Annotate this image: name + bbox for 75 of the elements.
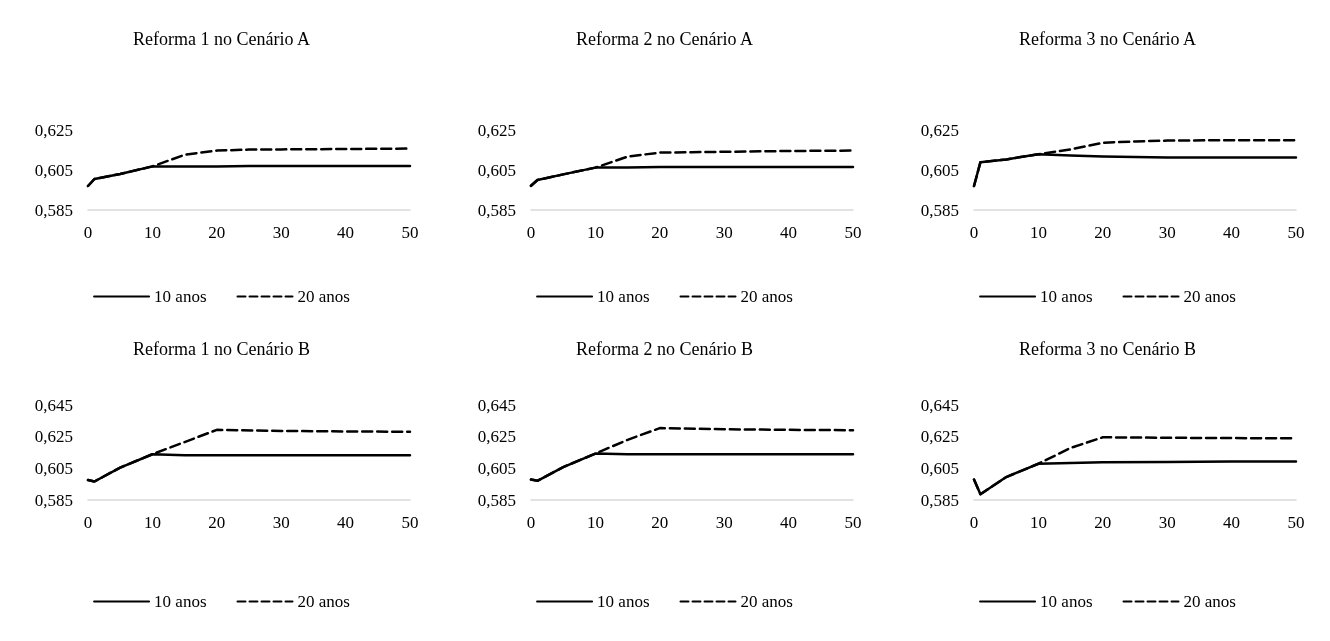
x-tick-label: 50 — [1287, 223, 1305, 242]
legend-label: 20 anos — [740, 592, 793, 611]
x-tick-label: 40 — [780, 513, 798, 532]
y-tick-label: 0,605 — [34, 160, 73, 180]
y-tick-label: 0,585 — [920, 200, 959, 220]
x-tick-label: 20 — [208, 223, 226, 242]
y-tick-label: 0,585 — [477, 200, 516, 220]
x-tick-label: 10 — [1029, 223, 1047, 242]
x-tick-label: 10 — [143, 513, 161, 532]
x-tick-label: 10 — [1029, 513, 1047, 532]
x-tick-label: 30 — [1158, 223, 1176, 242]
x-tick-label: 0 — [83, 223, 93, 242]
x-tick-label: 40 — [780, 223, 798, 242]
y-tick-label: 0,585 — [920, 490, 959, 510]
chart-title: Reforma 1 no Cenário B — [133, 339, 310, 359]
x-tick-label: 20 — [651, 513, 669, 532]
x-tick-label: 50 — [844, 223, 862, 242]
legend-label: 10 anos — [597, 287, 650, 306]
x-tick-label: 40 — [337, 513, 355, 532]
x-tick-label: 40 — [1223, 513, 1241, 532]
chart-title: Reforma 1 no Cenário A — [133, 29, 310, 49]
y-tick-label: 0,585 — [34, 200, 73, 220]
y-tick-label: 0,625 — [477, 427, 516, 447]
x-tick-label: 0 — [526, 513, 536, 532]
legend-label: 10 anos — [1040, 592, 1093, 611]
y-tick-label: 0,645 — [920, 395, 959, 415]
y-tick-label: 0,645 — [477, 395, 516, 415]
x-tick-label: 20 — [1094, 513, 1112, 532]
chart-title: Reforma 3 no Cenário B — [1019, 339, 1196, 359]
y-tick-label: 0,645 — [34, 395, 73, 415]
x-tick-label: 50 — [1287, 513, 1305, 532]
x-tick-label: 0 — [969, 513, 979, 532]
x-tick-label: 10 — [586, 223, 604, 242]
x-tick-label: 50 — [844, 513, 862, 532]
chart-title: Reforma 2 no Cenário B — [576, 339, 753, 359]
legend-label: 20 anos — [1183, 592, 1236, 611]
chart-title: Reforma 3 no Cenário A — [1019, 29, 1196, 49]
y-tick-label: 0,625 — [34, 427, 73, 447]
x-tick-label: 50 — [401, 513, 419, 532]
legend-label: 20 anos — [740, 287, 793, 306]
x-tick-label: 30 — [1158, 513, 1176, 532]
y-tick-label: 0,585 — [34, 490, 73, 510]
x-tick-label: 0 — [526, 223, 536, 242]
chart-title: Reforma 2 no Cenário A — [576, 29, 753, 49]
y-tick-label: 0,605 — [920, 458, 959, 478]
x-tick-label: 30 — [272, 223, 290, 242]
x-tick-label: 30 — [715, 513, 733, 532]
x-tick-label: 0 — [83, 513, 93, 532]
legend-label: 20 anos — [297, 592, 350, 611]
x-tick-label: 20 — [208, 513, 226, 532]
y-tick-label: 0,625 — [477, 120, 516, 140]
legend-label: 10 anos — [597, 592, 650, 611]
x-tick-label: 50 — [401, 223, 419, 242]
y-tick-label: 0,605 — [477, 458, 516, 478]
y-tick-label: 0,585 — [477, 490, 516, 510]
x-tick-label: 0 — [969, 223, 979, 242]
x-tick-label: 30 — [272, 513, 290, 532]
y-tick-label: 0,625 — [34, 120, 73, 140]
x-tick-label: 20 — [651, 223, 669, 242]
x-tick-label: 10 — [586, 513, 604, 532]
legend-label: 20 anos — [297, 287, 350, 306]
x-tick-label: 20 — [1094, 223, 1112, 242]
legend-label: 10 anos — [154, 287, 207, 306]
y-tick-label: 0,605 — [34, 458, 73, 478]
legend-label: 10 anos — [154, 592, 207, 611]
x-tick-label: 30 — [715, 223, 733, 242]
y-tick-label: 0,625 — [920, 427, 959, 447]
y-tick-label: 0,605 — [477, 160, 516, 180]
y-tick-label: 0,605 — [920, 160, 959, 180]
x-tick-label: 40 — [1223, 223, 1241, 242]
legend-label: 20 anos — [1183, 287, 1236, 306]
legend-label: 10 anos — [1040, 287, 1093, 306]
y-tick-label: 0,625 — [920, 120, 959, 140]
x-tick-label: 10 — [143, 223, 161, 242]
x-tick-label: 40 — [337, 223, 355, 242]
